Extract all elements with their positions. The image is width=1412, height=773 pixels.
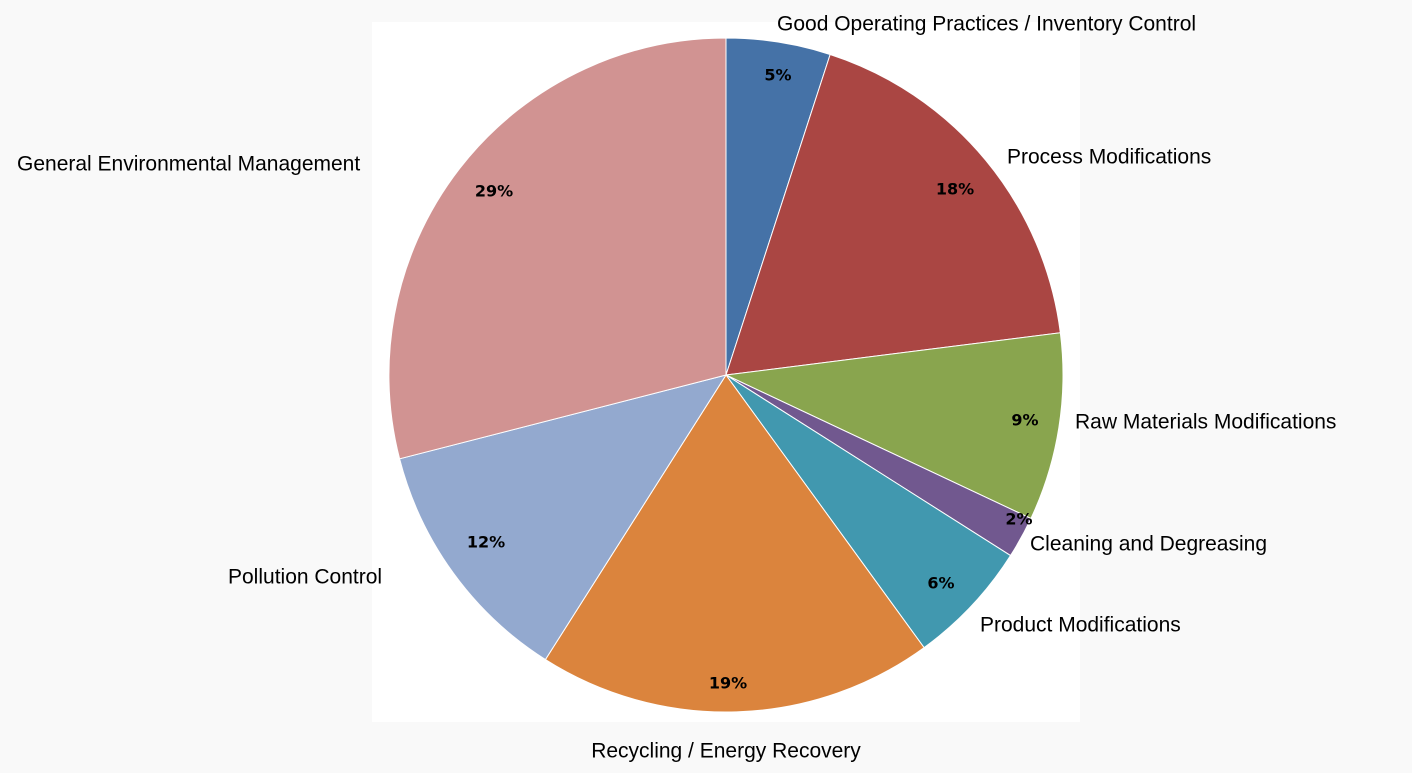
- data-label: 6%: [927, 574, 954, 593]
- category-label: General Environmental Management: [17, 153, 360, 176]
- data-label: 18%: [936, 180, 974, 199]
- category-label: Pollution Control: [228, 566, 382, 589]
- data-label: 9%: [1011, 411, 1038, 430]
- category-label: Recycling / Energy Recovery: [591, 740, 861, 763]
- data-label: 29%: [475, 182, 513, 201]
- pie-slice: [544, 374, 925, 713]
- pie-slice: [725, 53, 1061, 376]
- category-label: Good Operating Practices / Inventory Con…: [777, 13, 1196, 36]
- category-label: Process Modifications: [1007, 146, 1211, 169]
- pie-slice: [388, 37, 727, 460]
- data-label: 5%: [764, 66, 791, 85]
- category-label: Cleaning and Degreasing: [1030, 533, 1267, 556]
- pie-slice: [724, 332, 1064, 520]
- data-label: 19%: [709, 674, 747, 693]
- data-label: 2%: [1005, 510, 1032, 529]
- pie-slice: [725, 374, 1012, 649]
- pie-slice: [398, 374, 728, 661]
- category-label: Raw Materials Modifications: [1075, 411, 1336, 434]
- category-label: Product Modifications: [980, 614, 1181, 637]
- data-label: 12%: [467, 533, 505, 552]
